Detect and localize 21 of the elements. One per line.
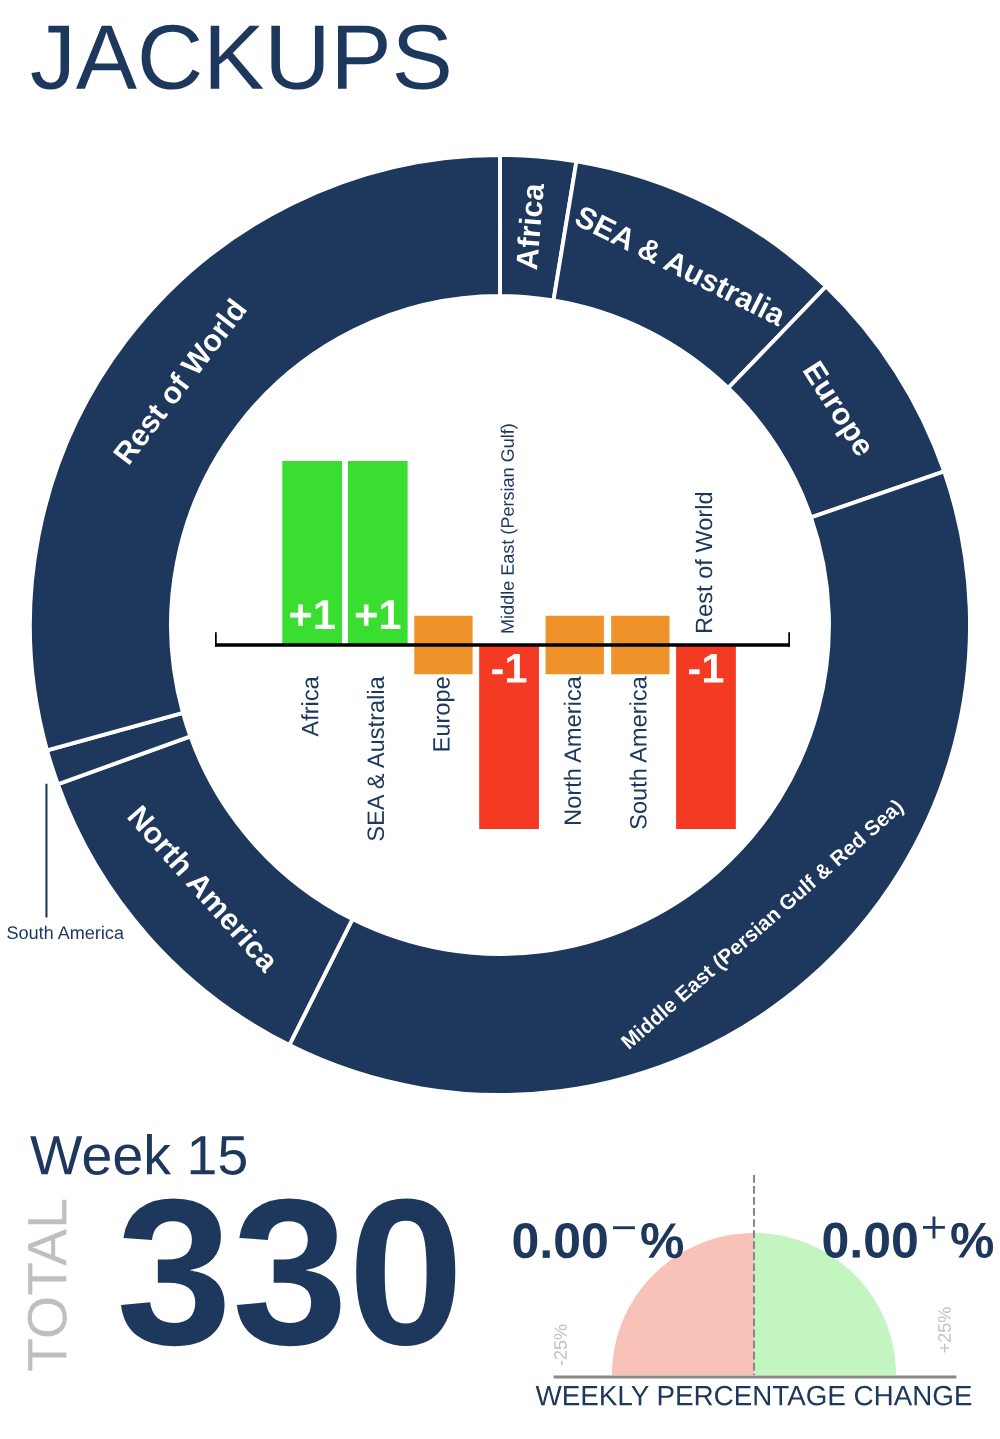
text: 330 bbox=[121, 1198, 456, 1347]
text: WEEKLY PERCENTAGE CHANGE bbox=[535, 1385, 972, 1406]
x-tick-label: Africa bbox=[301, 676, 319, 737]
data-label: -1 bbox=[492, 653, 527, 683]
x-tick-label: North America bbox=[563, 676, 582, 824]
text: Week 15 bbox=[30, 1134, 246, 1175]
slice-label: South America bbox=[7, 925, 124, 940]
text: -25% bbox=[554, 1324, 567, 1366]
data-label: +1 bbox=[290, 600, 335, 629]
x-tick-label: Middle East (Persian Gulf) bbox=[500, 424, 518, 633]
x-tick-label: Europe bbox=[433, 677, 455, 751]
text: +25% bbox=[938, 1307, 951, 1353]
data-label: -1 bbox=[689, 653, 724, 683]
x-tick-label: South America bbox=[629, 676, 647, 829]
text: 0.00$^{+}$% bbox=[823, 1216, 994, 1259]
x-tick-label: SEA & Australia bbox=[366, 676, 385, 841]
data-label: +1 bbox=[355, 600, 401, 629]
text: 0.00$^{−}$% bbox=[513, 1222, 684, 1259]
text: TOTAL bbox=[27, 1199, 67, 1371]
chart-title: JACKUPS bbox=[31, 24, 449, 90]
slice-label: Africa bbox=[514, 182, 545, 270]
